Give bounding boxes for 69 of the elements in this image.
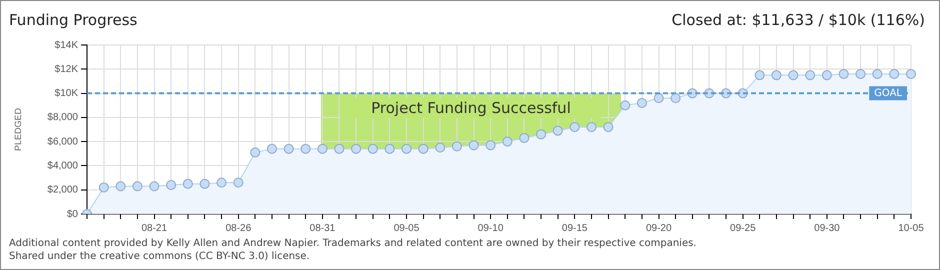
y-tick-label: $4,000	[47, 160, 78, 172]
point	[822, 70, 832, 80]
point	[182, 178, 193, 189]
x-tick-label: 09-15	[562, 222, 588, 234]
y-tick-label: $0	[66, 208, 78, 220]
point	[468, 140, 479, 150]
point	[519, 132, 530, 143]
point	[771, 70, 782, 80]
point	[334, 144, 344, 154]
chart-title: Funding Progress	[9, 11, 138, 29]
point	[654, 93, 664, 104]
point	[284, 144, 294, 154]
y-tick-label: $2,000	[47, 184, 78, 196]
point	[754, 70, 765, 80]
point	[452, 141, 462, 152]
point	[805, 70, 816, 80]
point	[536, 129, 546, 140]
point	[788, 70, 798, 80]
point	[368, 144, 378, 154]
y-tick-label: $6,000	[47, 136, 78, 148]
point	[838, 68, 849, 79]
point	[384, 144, 395, 154]
x-tick-label: 08-31	[310, 222, 336, 234]
point	[132, 181, 142, 192]
point	[906, 68, 916, 79]
point	[418, 144, 428, 154]
point	[300, 144, 311, 154]
x-tick-label: 10-05	[898, 222, 924, 234]
x-tick-label: 09-10	[478, 222, 504, 234]
y-tick-label: $8,000	[47, 112, 78, 124]
point	[233, 178, 244, 188]
point	[636, 98, 647, 108]
point	[402, 144, 412, 154]
x-tick-label: 09-20	[646, 222, 672, 234]
y-tick-label: $10K	[54, 88, 78, 100]
y-tick-label: $12K	[54, 64, 78, 75]
ref-line-label: GOAL	[874, 88, 902, 99]
point	[603, 122, 614, 132]
point	[200, 178, 210, 189]
point	[620, 100, 630, 110]
point	[250, 147, 260, 158]
point	[856, 68, 866, 79]
point	[586, 122, 596, 132]
x-tick-label: 09-30	[814, 222, 840, 234]
point	[149, 181, 160, 192]
text: Additional content provided by Kelly Allen and Andrew Napier. Trademarks and related content are owned by their respective companies.	[9, 238, 696, 249]
x-tick-label: 08-26	[226, 222, 252, 234]
point	[116, 181, 126, 192]
text: Closed at: $11,633 / $10k (116%)	[672, 11, 925, 29]
point	[317, 144, 328, 154]
point	[502, 136, 512, 147]
point	[872, 68, 882, 79]
point	[98, 182, 109, 192]
point	[670, 93, 681, 104]
point	[216, 178, 227, 188]
x-tick-label: 09-05	[394, 222, 420, 234]
x-tick-label: 09-25	[730, 222, 756, 234]
text: Shared under the creative commons (CC BY-NC 3.0) license.	[9, 251, 310, 262]
y-axis-title: PLEDGED	[12, 107, 23, 152]
x-tick-label: 08-21	[141, 222, 168, 234]
point	[889, 68, 900, 79]
point	[351, 144, 362, 154]
point	[266, 144, 277, 154]
point	[552, 126, 563, 136]
point	[570, 122, 580, 132]
point	[435, 142, 446, 153]
y-tick-label: $14K	[54, 40, 78, 51]
point	[486, 140, 496, 150]
point	[166, 180, 176, 190]
